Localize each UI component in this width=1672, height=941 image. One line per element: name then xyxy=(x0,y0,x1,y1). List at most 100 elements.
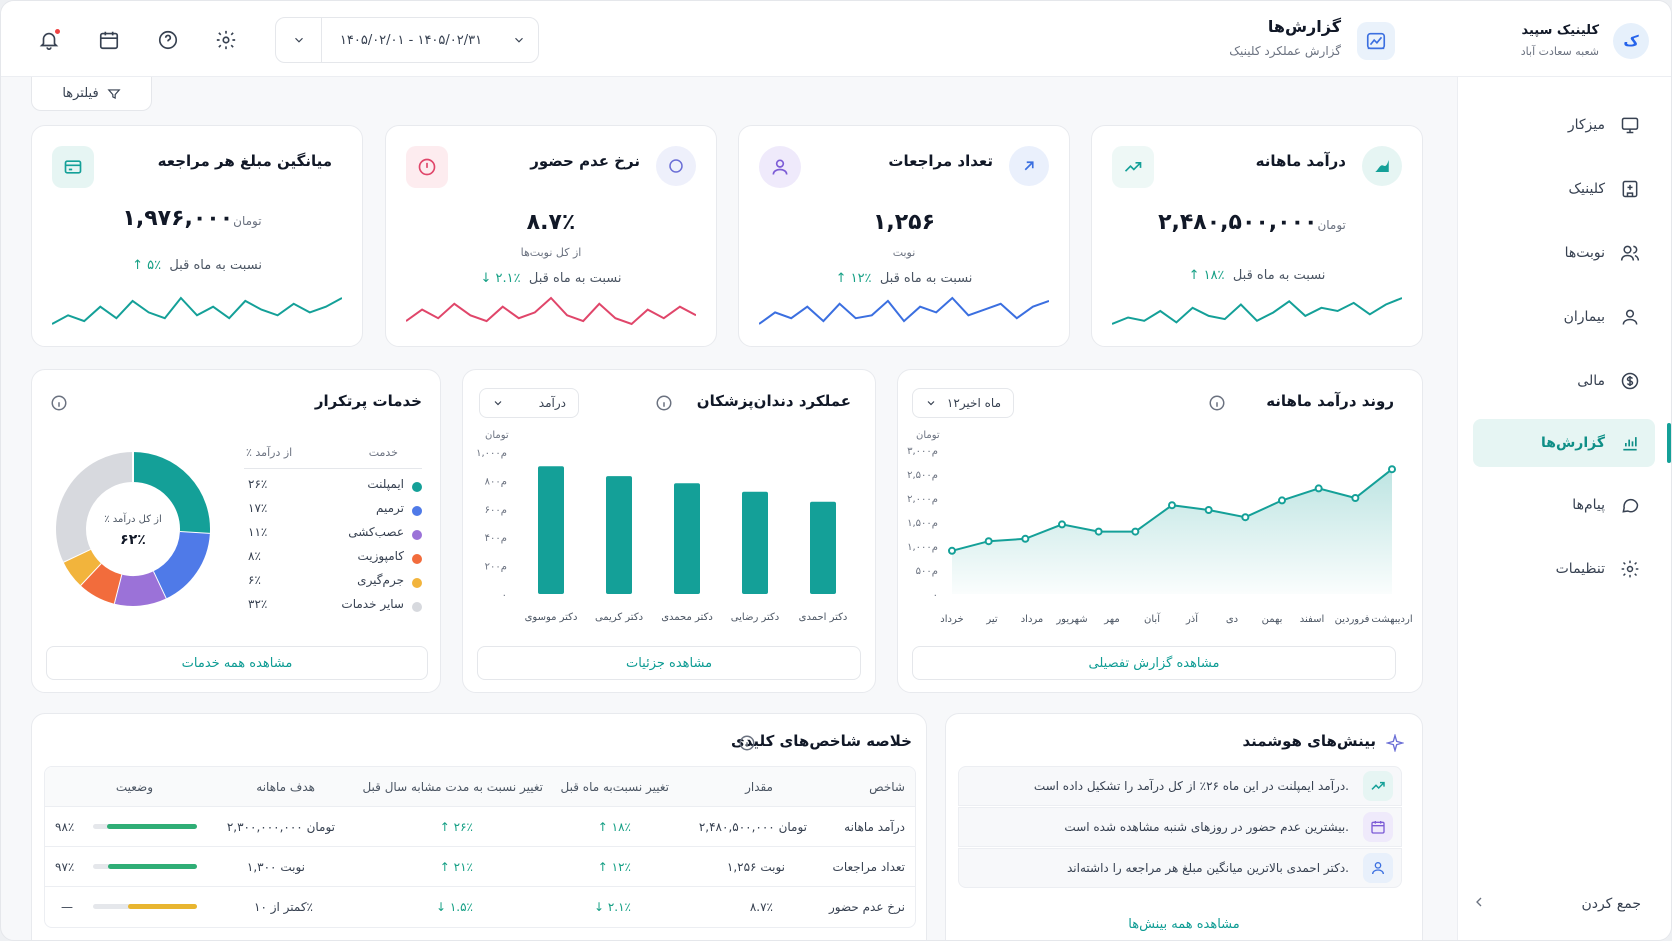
column-header: مقدار xyxy=(745,780,773,794)
insight-item[interactable]: درآمد ایمپلنت در این ماه ۲۶٪ از کل درآمد… xyxy=(958,766,1402,806)
table-row: تعداد مراجعات ۱,۲۵۶ نوبت ↑ ۱۲٪ ↑ ۲۱٪ ۱,۳… xyxy=(45,847,915,887)
metric-target: ۱,۳۰۰ نوبت xyxy=(246,860,305,874)
gear-icon xyxy=(216,30,236,50)
info-icon[interactable] xyxy=(655,394,673,412)
circle-icon xyxy=(656,146,696,186)
y-tick-label: م۲,۰۰۰ xyxy=(907,494,938,505)
filters-button[interactable]: فیلترها xyxy=(31,77,152,111)
arrow-up-icon: ↑ xyxy=(132,258,148,273)
y-tick-label: م۶۰۰ xyxy=(485,505,507,516)
bar xyxy=(810,501,836,594)
column-header: وضعیت xyxy=(115,780,153,794)
y-tick-label: ۰ xyxy=(933,590,938,601)
metric-value: ۸.۷٪ xyxy=(749,900,773,914)
metric-target: ۲,۳۰۰,۰۰۰,۰۰۰ تومان xyxy=(226,820,335,834)
notifications-button[interactable] xyxy=(34,25,64,55)
detailed-report-link[interactable]: مشاهده گزارش تفصیلی xyxy=(912,646,1396,680)
metric-mom-value: ۱۲٪ xyxy=(611,860,631,874)
y-tick-label: م۳,۰۰۰ xyxy=(907,446,938,457)
info-icon[interactable] xyxy=(1208,394,1226,412)
section-title: خلاصه شاخص‌های کلیدی xyxy=(730,732,912,750)
period-select[interactable]: ۱۲ماه اخیر xyxy=(912,388,1014,418)
clinic-brand[interactable]: ک کلینیک سپید شعبه سعادت آباد xyxy=(1457,1,1671,77)
clinic-avatar: ک xyxy=(1613,23,1649,59)
legend-item: عصب‌کشی ۱۱٪ xyxy=(248,525,422,545)
all-services-link[interactable]: مشاهده همه خدمات xyxy=(46,646,428,680)
table-row: نرخ عدم حضور ۸.۷٪ ↓ ۲.۱٪ ↓ ۱.۵٪ کمتر از … xyxy=(45,887,915,927)
legend-name: ترمیم xyxy=(376,501,404,515)
date-range-value: ۱۴۰۵/۰۲/۰۱ - ۱۴۰۵/۰۲/۳۱ xyxy=(339,32,483,48)
sidebar-item-patients[interactable]: بیماران xyxy=(1473,293,1655,341)
x-tick-label: مهر xyxy=(1103,614,1119,625)
x-tick-label: دکتر موسوی xyxy=(525,612,578,623)
sidebar-item-dashboard[interactable]: میزکار xyxy=(1473,101,1655,149)
insight-item[interactable]: دکتر احمدی بالاترین میانگین مبلغ هر مراج… xyxy=(958,848,1402,888)
legend-pct: ۸٪ xyxy=(248,549,261,563)
kpi-change: ↑ ۱۲٪ نسبت به ماه قبل xyxy=(739,271,1069,286)
legend-header-service: خدمت xyxy=(368,446,398,459)
sidebar-item-settings[interactable]: تنظیمات xyxy=(1473,545,1655,593)
metric-name: نرخ عدم حضور xyxy=(828,900,905,914)
sidebar-item-finance[interactable]: مالی xyxy=(1473,357,1655,405)
bar xyxy=(742,491,768,594)
legend-item: ایمپلنت ۲۶٪ xyxy=(248,477,422,497)
y-tick-label: ۰ xyxy=(502,590,507,601)
metric-status: ۹۷٪ xyxy=(55,860,75,874)
legend-dot xyxy=(412,578,422,588)
legend-name: ایمپلنت xyxy=(367,477,404,491)
metric-yoy-value: ۲۱٪ xyxy=(453,860,473,874)
services-donut-chart xyxy=(56,452,210,606)
data-point xyxy=(1021,534,1030,543)
bar-chart-icon xyxy=(1619,432,1641,454)
help-button[interactable] xyxy=(153,25,183,55)
arrow-up-icon: ↑ xyxy=(835,271,851,286)
kpi-number: ۱,۹۷۶,۰۰۰ xyxy=(122,206,234,231)
x-tick-label: آبان xyxy=(1144,612,1161,625)
kpi-value: ۸.۷٪ xyxy=(526,210,576,235)
kpi-change: ↑ ۱۸٪ نسبت به ماه قبل xyxy=(1092,268,1422,283)
x-tick-label: دکتر رضایی xyxy=(731,612,779,623)
user-icon xyxy=(1619,306,1641,328)
sidebar-item-appointments[interactable]: نوبت‌ها xyxy=(1473,229,1655,277)
data-point xyxy=(1314,484,1323,493)
all-insights-link[interactable]: مشاهده همه بینش‌ها xyxy=(1128,917,1240,932)
metric-mom: ↓ ۲.۱٪ xyxy=(593,900,631,914)
arrow-up-icon: ↑ xyxy=(1188,268,1204,283)
metric-value: ۱,۲۵۶ نوبت xyxy=(726,860,785,874)
kpi-under: از کل نوبت‌ها xyxy=(520,246,582,259)
filters-label: فیلترها xyxy=(62,86,99,101)
sidebar-item-messages[interactable]: پیام‌ها xyxy=(1473,481,1655,529)
alert-circle-icon xyxy=(406,146,448,188)
metric-select[interactable]: درآمد xyxy=(479,388,579,418)
metric-yoy: ↓ ۱.۵٪ xyxy=(435,900,473,914)
kpi-title: میانگین مبلغ هر مراجعه xyxy=(157,152,332,170)
view-details-link[interactable]: مشاهده جزئیات xyxy=(477,646,861,680)
settings-button[interactable] xyxy=(211,25,241,55)
area-fill xyxy=(952,469,1392,594)
collapse-sidebar-button[interactable]: جمع کردن xyxy=(1471,889,1641,919)
legend-pct: ۲۶٪ xyxy=(248,477,268,491)
kpi-change: ↑ ۵٪ نسبت به ماه قبل xyxy=(32,258,362,273)
date-range-picker[interactable]: ۱۴۰۵/۰۲/۰۱ - ۱۴۰۵/۰۲/۳۱ xyxy=(275,17,539,63)
legend-dot xyxy=(412,602,422,612)
kpi-compare-label: نسبت به ماه قبل xyxy=(169,258,262,273)
sparkle-icon xyxy=(1386,734,1404,752)
sidebar-item-label: مالی xyxy=(1577,373,1605,389)
sidebar-item-reports[interactable]: گزارش‌ها xyxy=(1473,419,1655,467)
trend-up-icon xyxy=(1362,146,1402,186)
legend-name: جرم‌گیری xyxy=(357,573,404,587)
info-icon[interactable] xyxy=(738,734,756,752)
legend-item: کامپوزیت ۸٪ xyxy=(248,549,422,569)
chevron-down-icon[interactable] xyxy=(276,18,322,62)
sidebar-item-label: پیام‌ها xyxy=(1572,497,1605,513)
page-subtitle: گزارش عملکرد کلینیک xyxy=(1229,44,1341,58)
info-icon[interactable] xyxy=(50,394,68,412)
x-tick-label: اسفند xyxy=(1300,614,1324,625)
calendar-button[interactable] xyxy=(94,25,124,55)
sidebar-item-clinic[interactable]: کلینیک xyxy=(1473,165,1655,213)
insight-item[interactable]: بیشترین عدم حضور در روزهای شنبه مشاهده ش… xyxy=(958,807,1402,847)
clinic-branch: شعبه سعادت آباد xyxy=(1520,45,1599,58)
clinic-name: کلینیک سپید xyxy=(1521,23,1599,38)
x-tick-label: مرداد xyxy=(1021,614,1044,625)
y-axis-label: تومان xyxy=(485,430,509,441)
